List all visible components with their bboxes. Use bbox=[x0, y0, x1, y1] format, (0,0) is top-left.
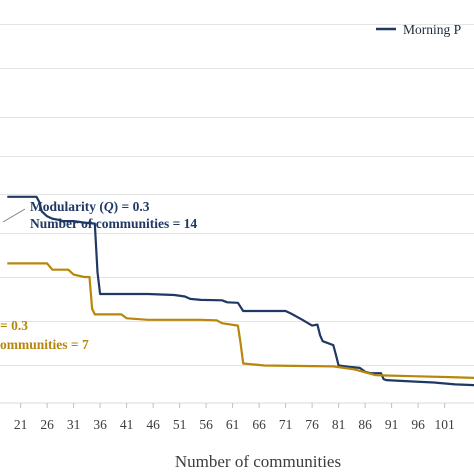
x-tick-label: 56 bbox=[199, 417, 213, 432]
x-tick-label: 91 bbox=[385, 417, 399, 432]
annotation-gold-line1: = 0.3 bbox=[0, 318, 28, 333]
gridlines bbox=[0, 24, 474, 366]
x-tick-label: 101 bbox=[434, 417, 454, 432]
x-tick-label: 26 bbox=[40, 417, 54, 432]
annotation-gold-line2: ommunities = 7 bbox=[0, 337, 89, 352]
legend-label-morning: Morning P bbox=[403, 22, 461, 37]
annotation-gold: = 0.3 ommunities = 7 bbox=[0, 318, 89, 352]
x-tick-label: 86 bbox=[358, 417, 372, 432]
x-tick-label: 61 bbox=[226, 417, 240, 432]
x-tick-label: 51 bbox=[173, 417, 187, 432]
x-tick-label: 46 bbox=[146, 417, 160, 432]
x-tick-label: 31 bbox=[67, 417, 81, 432]
series-line-gold bbox=[7, 262, 474, 379]
x-tick-labels: 21 26 31 36 41 46 51 56 61 66 71 76 81 86 91 96 101 bbox=[14, 403, 455, 432]
x-axis-title: Number of communities bbox=[175, 452, 341, 471]
x-tick-label: 36 bbox=[93, 417, 107, 432]
x-tick-label: 96 bbox=[411, 417, 425, 432]
x-tick-label: 41 bbox=[120, 417, 134, 432]
x-tick-label: 21 bbox=[14, 417, 28, 432]
x-tick-label: 71 bbox=[279, 417, 293, 432]
annotation-blue: Modularity (Q) = 0.3 Number of communiti… bbox=[2, 199, 197, 231]
series-line-morning bbox=[7, 195, 474, 387]
series-lines bbox=[7, 195, 474, 387]
annotation-leader-line bbox=[2, 208, 26, 223]
x-tick-label: 66 bbox=[252, 417, 266, 432]
legend: Morning P bbox=[376, 22, 461, 37]
annotation-blue-line2: Number of communities = 14 bbox=[30, 216, 197, 231]
x-tick-label: 76 bbox=[305, 417, 319, 432]
x-tick-label: 81 bbox=[332, 417, 346, 432]
annotation-blue-line1: Modularity (Q) = 0.3 bbox=[30, 199, 150, 214]
